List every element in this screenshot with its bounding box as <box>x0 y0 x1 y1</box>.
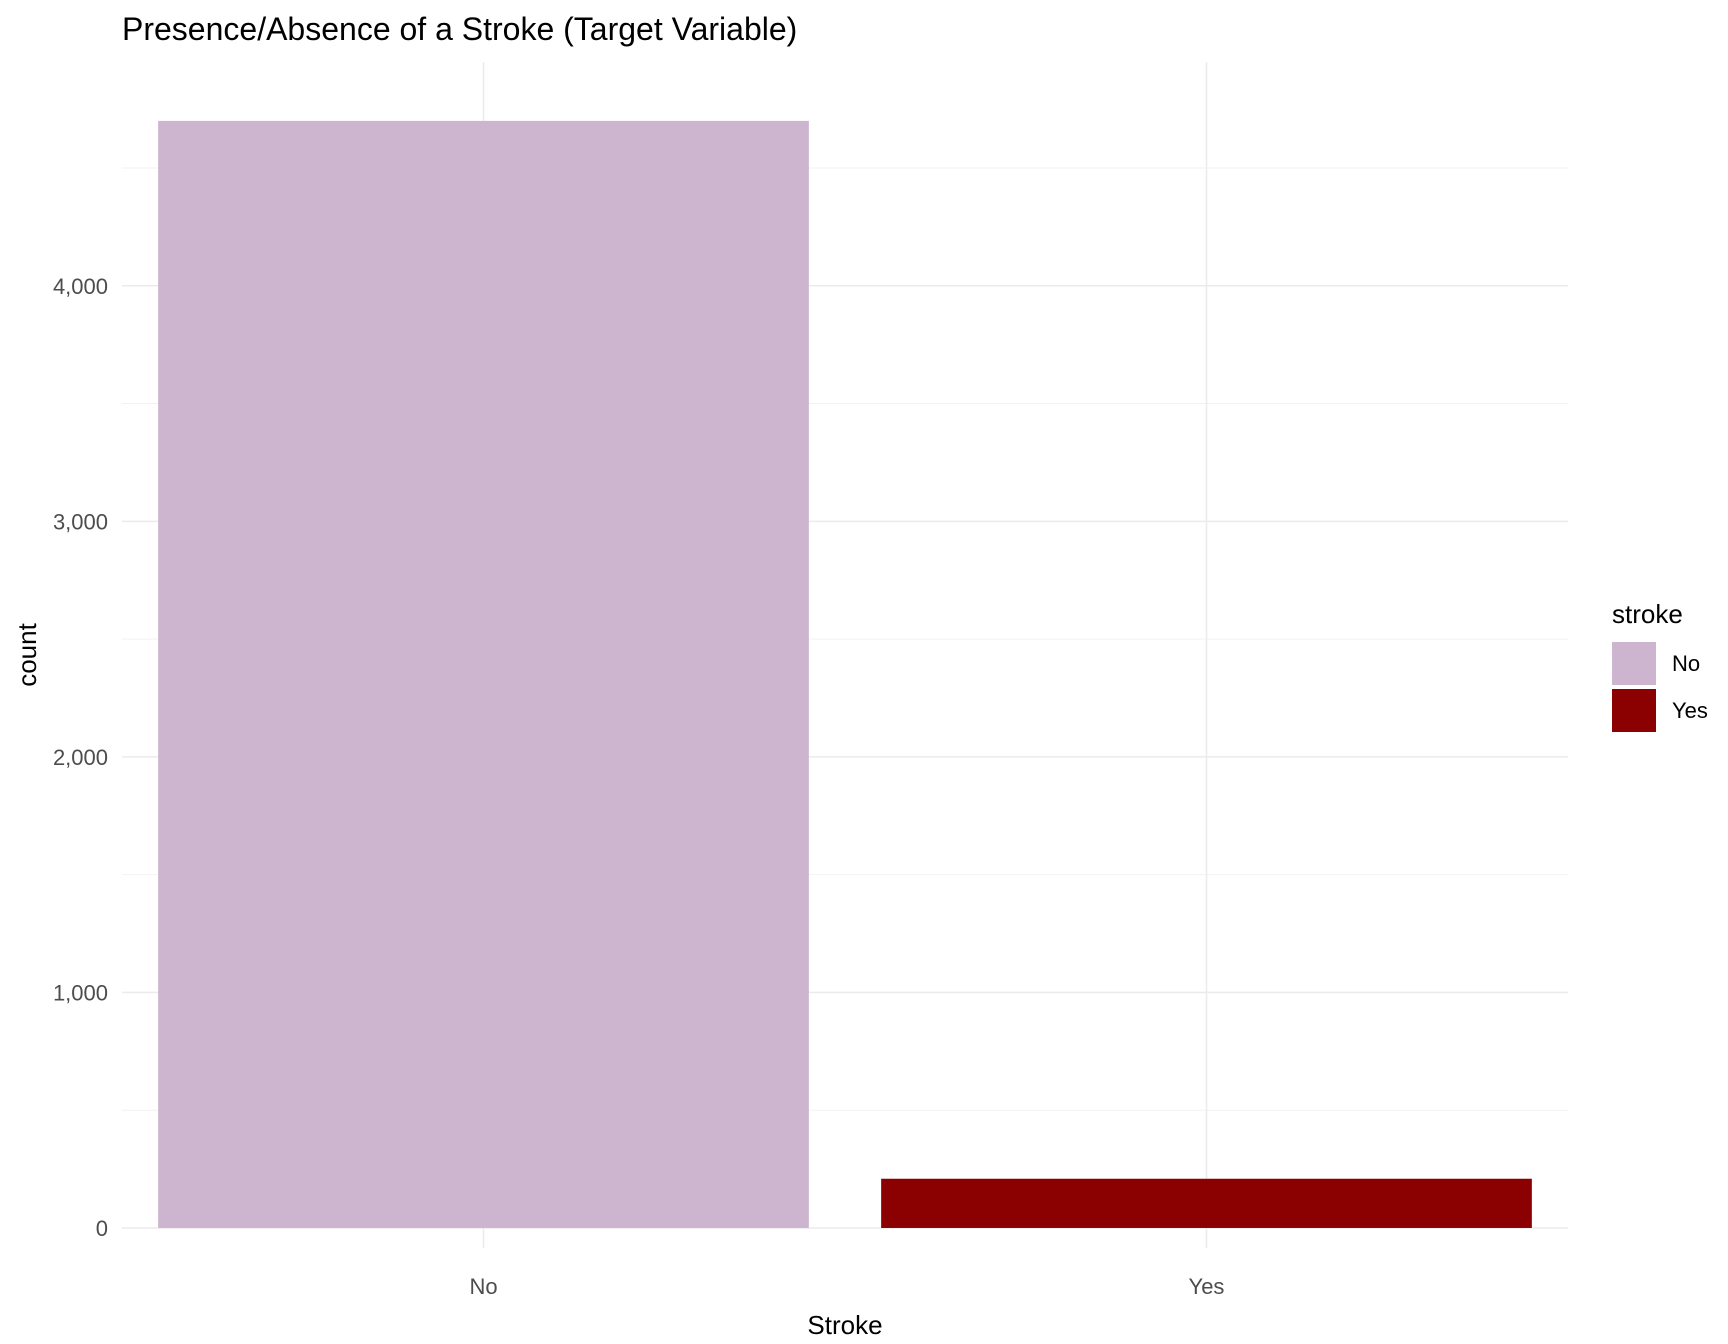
legend-label: No <box>1672 651 1700 676</box>
legend-key-no <box>1612 642 1656 685</box>
bar-yes <box>881 1178 1532 1228</box>
y-axis-tick-labels: 0 1,000 2,000 3,000 4,000 <box>53 274 108 1241</box>
x-axis-tick-labels: No Yes <box>469 1274 1224 1299</box>
y-tick-label: 0 <box>96 1216 108 1241</box>
legend-items: No Yes <box>1612 642 1708 732</box>
legend-label: Yes <box>1672 698 1708 723</box>
bars <box>158 120 1532 1228</box>
y-tick-label: 3,000 <box>53 509 108 534</box>
y-axis-title: count <box>12 622 42 686</box>
y-tick-label: 4,000 <box>53 274 108 299</box>
y-tick-label: 1,000 <box>53 980 108 1005</box>
bar-no <box>158 120 809 1228</box>
chart-title: Presence/Absence of a Stroke (Target Var… <box>122 11 797 47</box>
legend: stroke No Yes <box>1612 599 1708 732</box>
x-axis-title: Stroke <box>807 1310 882 1340</box>
x-tick-label: Yes <box>1189 1274 1225 1299</box>
y-tick-label: 2,000 <box>53 745 108 770</box>
legend-key-yes <box>1612 689 1656 732</box>
legend-title: stroke <box>1612 599 1683 629</box>
x-tick-label: No <box>469 1274 497 1299</box>
